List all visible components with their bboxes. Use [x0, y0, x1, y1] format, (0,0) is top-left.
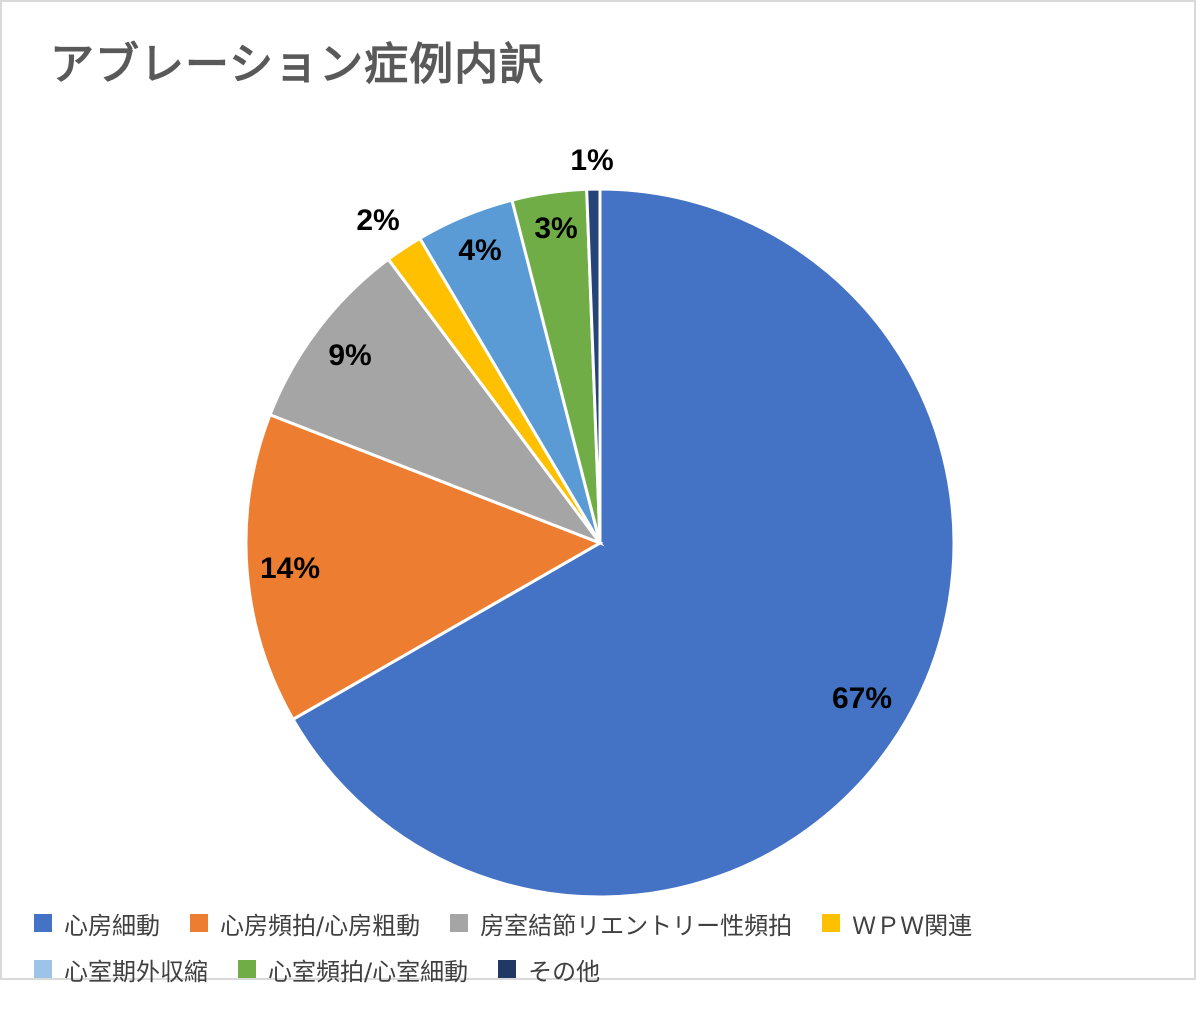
legend: 心房細動 心房頻拍/心房粗動 房室結節リエントリー性頻拍 ＷＰＷ関連 心室期外収… — [34, 900, 1174, 992]
legend-item-avnrt[interactable]: 房室結節リエントリー性頻拍 — [450, 906, 792, 941]
legend-item-pvc[interactable]: 心室期外収縮 — [34, 952, 208, 987]
legend-item-af[interactable]: 心房細動 — [34, 906, 160, 941]
pie-slice[interactable] — [244, 412, 604, 722]
legend-label: その他 — [528, 957, 601, 986]
data-label: 1% — [570, 144, 613, 177]
legend-label: 心室頻拍/心室細動 — [268, 957, 469, 986]
data-label: 14% — [260, 552, 320, 585]
legend-row-1: 心房細動 心房頻拍/心房粗動 房室結節リエントリー性頻拍 ＷＰＷ関連 — [34, 900, 1174, 946]
data-label: 3% — [534, 212, 577, 245]
legend-item-wpw[interactable]: ＷＰＷ関連 — [822, 906, 972, 941]
legend-item-other[interactable]: その他 — [498, 952, 600, 987]
legend-label: 心室期外収縮 — [64, 957, 208, 986]
legend-swatch-icon — [498, 960, 517, 978]
data-label: 4% — [458, 234, 501, 267]
pie-slice[interactable] — [291, 187, 956, 899]
data-label: 2% — [356, 204, 399, 237]
legend-swatch-icon — [450, 914, 469, 932]
pie-slice[interactable] — [585, 187, 602, 544]
chart-title: アブレーション症例内訳 — [50, 39, 545, 90]
legend-swatch-icon — [822, 914, 841, 932]
legend-swatch-icon — [34, 914, 52, 932]
pie-slice[interactable] — [268, 257, 605, 547]
data-label: 67% — [832, 682, 892, 715]
legend-row-2: 心室期外収縮 心室頻拍/心室細動 その他 — [34, 946, 1174, 992]
legend-label: 心房頻拍/心房粗動 — [220, 911, 421, 940]
legend-swatch-icon — [34, 960, 52, 978]
legend-item-vt-vf[interactable]: 心室頻拍/心室細動 — [238, 952, 468, 987]
legend-label: 房室結節リエントリー性頻拍 — [480, 911, 793, 940]
legend-swatch-icon — [190, 914, 208, 932]
data-label: 9% — [328, 339, 371, 372]
legend-label: 心房細動 — [64, 911, 160, 940]
legend-swatch-icon — [238, 960, 256, 978]
legend-item-at-afl[interactable]: 心房頻拍/心房粗動 — [190, 906, 420, 941]
legend-label: ＷＰＷ関連 — [852, 911, 973, 940]
